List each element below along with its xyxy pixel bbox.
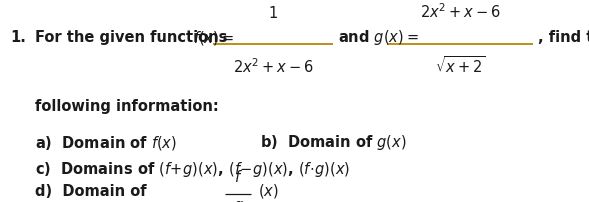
Text: $f(x)=$: $f(x)=$ xyxy=(193,29,234,47)
Text: $\sqrt{x+2}$: $\sqrt{x+2}$ xyxy=(435,55,485,76)
Text: $(x)$: $(x)$ xyxy=(258,182,279,200)
Text: $2x^2+x-6$: $2x^2+x-6$ xyxy=(233,57,313,76)
Text: For the given functions: For the given functions xyxy=(35,31,227,45)
Text: 1.: 1. xyxy=(10,31,26,45)
Text: following information:: following information: xyxy=(35,99,219,114)
Text: d)  Domain of: d) Domain of xyxy=(35,184,147,199)
Text: $f$: $f$ xyxy=(233,169,243,185)
Text: $1$: $1$ xyxy=(268,5,278,21)
Text: and $g(x)=$: and $g(x)=$ xyxy=(338,28,419,47)
Text: $2x^2+x-6$: $2x^2+x-6$ xyxy=(420,2,500,21)
Text: a)  Domain of $f(x)$: a) Domain of $f(x)$ xyxy=(35,134,177,152)
Text: c)  Domains of $(f\!+\!g)(x)$, $(f\!-\!g)(x)$, $(f\!\cdot\! g)(x)$: c) Domains of $(f\!+\!g)(x)$, $(f\!-\!g)… xyxy=(35,160,350,179)
Text: b)  Domain of $g(x)$: b) Domain of $g(x)$ xyxy=(260,134,406,153)
Text: , find the: , find the xyxy=(538,31,589,45)
Text: $g$: $g$ xyxy=(233,199,243,202)
